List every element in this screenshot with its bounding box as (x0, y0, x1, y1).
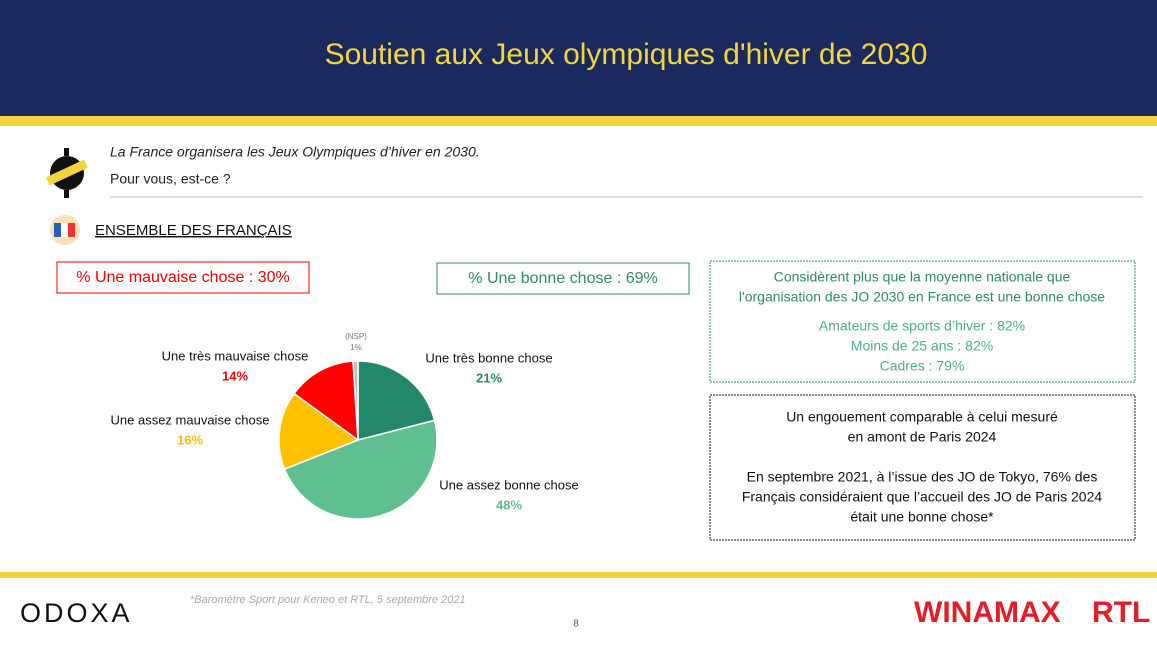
page-number: 8 (573, 619, 579, 630)
pie-slice (293, 360, 359, 442)
bad-summary: % Une mauvaise chose : 30% (76, 269, 289, 286)
box-title: l'organisation des JO 2030 en France est… (739, 289, 1105, 305)
slice-label: (NSP) (345, 332, 367, 341)
box-title: Un engouement comparable à celui mesuré (786, 409, 1058, 425)
pie-chart: Une très bonne chose 21% Une assez bonne c… (111, 332, 579, 520)
title: Soutien aux Jeux olympiques d'hiver de 2… (325, 38, 928, 71)
question-icon (45, 148, 88, 198)
logo-rtl: RTL (1092, 596, 1150, 629)
slice-value: 48% (496, 497, 522, 512)
logo-left: ODOXA (20, 598, 133, 628)
header-band (0, 0, 1157, 116)
box-body: Français considéraient que l’accueil des… (742, 489, 1103, 505)
slice-value: 21% (476, 370, 502, 385)
footer-stripe (0, 572, 1157, 578)
slice-value: 1% (350, 343, 362, 352)
slice-label: Une très bonne chose (425, 350, 552, 365)
pie-slice (283, 419, 438, 520)
flag-icon (50, 215, 80, 245)
box-body: était une bonne chose* (850, 509, 994, 525)
section-title: ENSEMBLE DES FRANÇAIS (95, 222, 292, 239)
box-body: En septembre 2021, à l’issue des JO de T… (747, 469, 1098, 485)
highlight-box (709, 260, 1136, 383)
pie-slice (278, 392, 360, 471)
slice-label: Une assez bonne chose (439, 477, 578, 492)
header-stripe (0, 116, 1157, 126)
good-summary: % Une bonne chose : 69% (468, 270, 657, 287)
question-line: Pour vous, est-ce ? (110, 171, 231, 187)
logo-winamax: WINAMAX (914, 596, 1061, 629)
box-item: Cadres : 79% (880, 358, 965, 374)
box-item: Moins de 25 ans : 82% (851, 338, 993, 354)
slice-label: Une assez mauvaise chose (111, 412, 270, 427)
slice-label: Une très mauvaise chose (162, 348, 309, 363)
slice-value: 14% (222, 368, 248, 383)
bad-box (56, 261, 310, 294)
slice-value: 16% (177, 432, 203, 447)
box-title: en amont de Paris 2024 (848, 429, 997, 445)
note-box (709, 394, 1136, 541)
box-title: Considèrent plus que la moyenne national… (774, 269, 1071, 285)
pie-slice (352, 360, 359, 441)
pie-slice (357, 360, 436, 441)
good-box (436, 262, 690, 295)
box-item: Amateurs de sports d’hiver : 82% (819, 318, 1025, 334)
question-line: La France organisera les Jeux Olympiques… (110, 144, 480, 160)
source: *Baromètre Sport pour Keneo et RTL, 5 se… (190, 594, 466, 606)
